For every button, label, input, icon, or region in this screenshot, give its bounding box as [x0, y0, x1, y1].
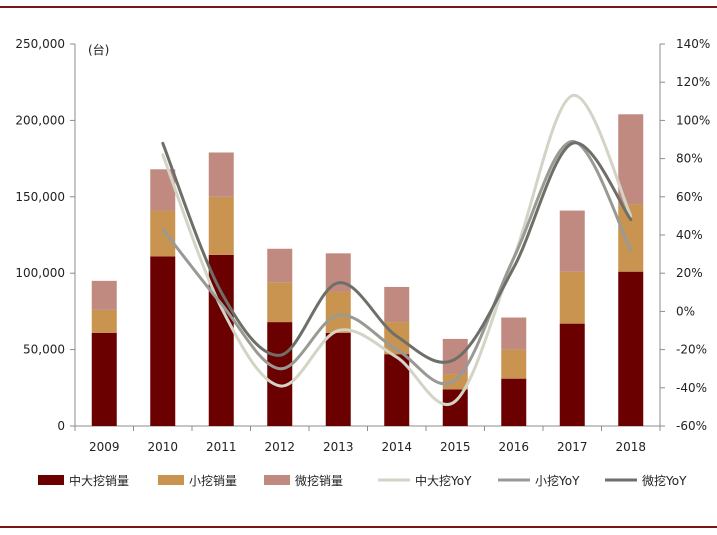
series-line	[161, 94, 633, 406]
series-line	[161, 141, 633, 364]
right-tick-label: 0%	[676, 304, 695, 318]
bar	[618, 271, 644, 426]
bar	[150, 256, 176, 426]
bar	[267, 282, 293, 323]
x-tick-label: 2015	[440, 440, 471, 454]
legend-label: 微挖YoY	[642, 473, 687, 488]
x-tick-label: 2010	[147, 440, 178, 454]
left-tick-label: 200,000	[15, 113, 65, 127]
legend-swatch	[38, 475, 64, 485]
bar	[501, 349, 527, 379]
legend-label: 小挖YoY	[535, 473, 580, 488]
bar	[208, 254, 234, 426]
x-tick-label: 2012	[264, 440, 295, 454]
bar	[559, 323, 585, 426]
legend-swatch	[264, 475, 290, 485]
left-tick-label: 50,000	[23, 343, 65, 357]
x-tick-label: 2009	[89, 440, 120, 454]
series-line	[161, 139, 633, 386]
left-tick-label: 250,000	[15, 37, 65, 51]
legend-label: 小挖销量	[189, 473, 237, 488]
bar	[208, 196, 234, 255]
bar	[325, 291, 351, 333]
bar	[150, 210, 176, 257]
right-tick-label: -40%	[676, 381, 707, 395]
x-tick-label: 2016	[498, 440, 529, 454]
bar	[91, 332, 117, 426]
right-tick-label: 140%	[676, 37, 710, 51]
left-tick-label: 100,000	[15, 266, 65, 280]
bar	[267, 322, 293, 426]
bar	[208, 152, 234, 197]
legend-swatch	[158, 475, 184, 485]
right-tick-label: 40%	[676, 228, 703, 242]
right-tick-label: 100%	[676, 113, 710, 127]
left-tick-label: 150,000	[15, 190, 65, 204]
bar	[325, 332, 351, 426]
x-tick-label: 2011	[206, 440, 237, 454]
legend-label: 微挖销量	[295, 473, 343, 488]
bar	[267, 248, 293, 283]
right-tick-label: 120%	[676, 75, 710, 89]
bar	[384, 286, 410, 323]
bar	[559, 210, 585, 272]
bar	[91, 280, 117, 310]
bottom-rule	[0, 526, 717, 528]
bar	[559, 271, 585, 324]
bar	[442, 389, 468, 426]
right-tick-label: 80%	[676, 152, 703, 166]
bar	[501, 378, 527, 426]
bar	[501, 317, 527, 350]
y-unit-label: (台)	[88, 42, 109, 57]
x-tick-label: 2018	[615, 440, 646, 454]
legend-label: 中大挖YoY	[415, 473, 472, 488]
x-tick-label: 2014	[381, 440, 412, 454]
top-rule	[0, 6, 717, 8]
left-tick-label: 0	[57, 419, 65, 433]
right-tick-label: 20%	[676, 266, 703, 280]
legend-label: 中大挖销量	[69, 473, 129, 488]
bar	[91, 309, 117, 333]
x-tick-label: 2017	[557, 440, 588, 454]
right-tick-label: -20%	[676, 343, 707, 357]
x-tick-label: 2013	[323, 440, 354, 454]
right-tick-label: -60%	[676, 419, 707, 433]
right-tick-label: 60%	[676, 190, 703, 204]
